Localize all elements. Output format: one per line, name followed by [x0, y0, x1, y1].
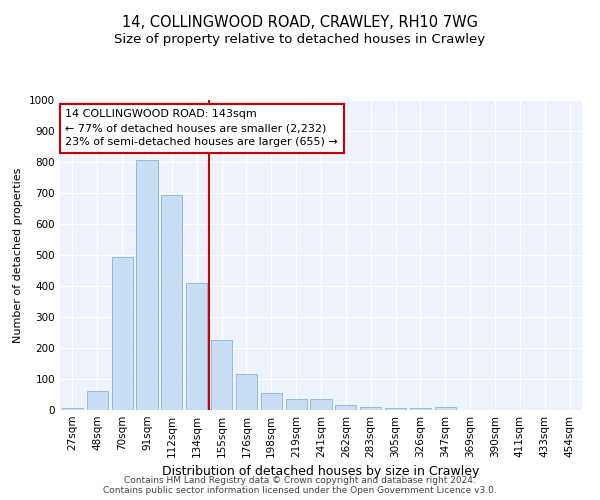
Bar — [335, 406, 356, 410]
Text: 14 COLLINGWOOD ROAD: 143sqm
← 77% of detached houses are smaller (2,232)
23% of : 14 COLLINGWOOD ROAD: 143sqm ← 77% of det… — [65, 110, 338, 148]
Bar — [261, 393, 282, 410]
Bar — [136, 160, 158, 410]
Bar — [62, 408, 83, 410]
X-axis label: Distribution of detached houses by size in Crawley: Distribution of detached houses by size … — [163, 466, 479, 478]
Bar — [310, 399, 332, 410]
Bar — [186, 283, 207, 410]
Y-axis label: Number of detached properties: Number of detached properties — [13, 168, 23, 342]
Bar — [236, 374, 257, 410]
Bar — [286, 399, 307, 410]
Text: Contains HM Land Registry data © Crown copyright and database right 2024.
Contai: Contains HM Land Registry data © Crown c… — [103, 476, 497, 495]
Bar — [410, 408, 431, 410]
Bar — [360, 407, 381, 410]
Bar — [385, 408, 406, 410]
Bar — [87, 392, 108, 410]
Text: 14, COLLINGWOOD ROAD, CRAWLEY, RH10 7WG: 14, COLLINGWOOD ROAD, CRAWLEY, RH10 7WG — [122, 15, 478, 30]
Bar — [435, 407, 456, 410]
Text: Size of property relative to detached houses in Crawley: Size of property relative to detached ho… — [115, 32, 485, 46]
Bar — [161, 194, 182, 410]
Bar — [211, 340, 232, 410]
Bar — [112, 256, 133, 410]
